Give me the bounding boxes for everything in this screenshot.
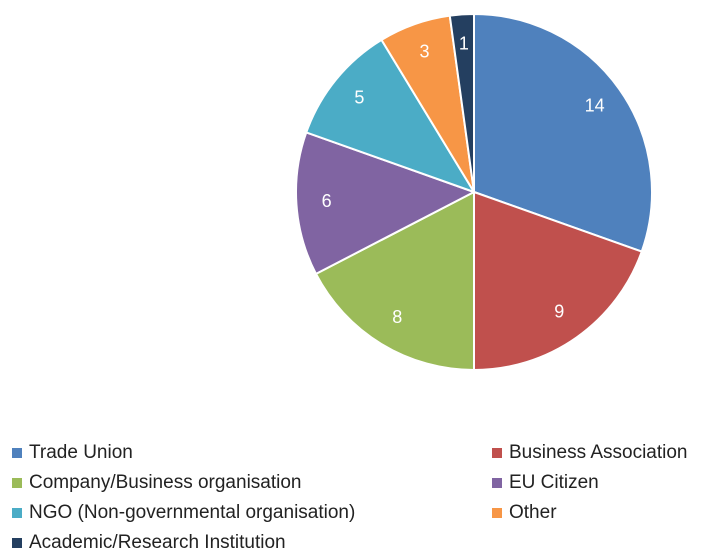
legend-swatch	[492, 478, 502, 488]
slice-label: 6	[322, 191, 332, 211]
legend-swatch	[492, 508, 502, 518]
slice-label: 3	[420, 42, 430, 62]
legend-swatch	[12, 538, 22, 548]
legend-swatch	[12, 508, 22, 518]
legend-label: EU Citizen	[509, 472, 599, 493]
slice-label: 9	[554, 301, 564, 321]
legend-swatch	[12, 448, 22, 458]
pie-slice	[473, 12, 653, 253]
pie-slice	[305, 38, 477, 194]
pie-slice	[448, 12, 475, 193]
legend-label: Other	[509, 502, 557, 523]
slice-label: 14	[585, 96, 605, 116]
legend-label: Company/Business organisation	[29, 472, 302, 493]
pie-slice	[314, 190, 475, 372]
legend-label: NGO (Non-governmental organisation)	[29, 502, 355, 523]
slice-label: 5	[354, 88, 364, 108]
legend-label: Business Association	[509, 442, 688, 463]
slice-label: 1	[459, 33, 469, 53]
slice-label: 8	[392, 307, 402, 327]
pie-slice	[473, 190, 643, 372]
pie-slice	[295, 131, 477, 276]
legend-label: Trade Union	[29, 442, 133, 463]
legend-label: Academic/Research Institution	[29, 532, 286, 553]
legend-swatch	[492, 448, 502, 458]
legend-swatch	[12, 478, 22, 488]
